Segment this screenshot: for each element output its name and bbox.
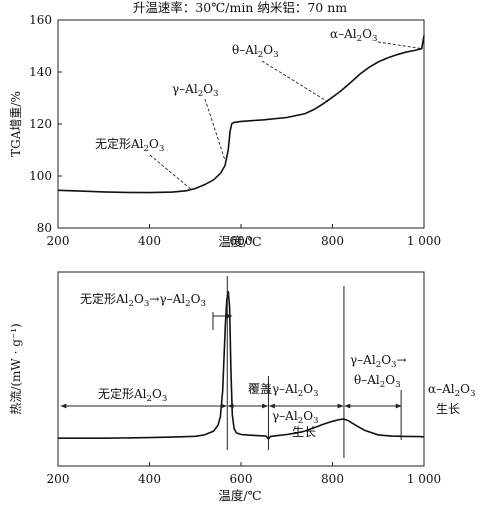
tga-annotation-label-part: 2 <box>198 89 204 99</box>
tga-annotation-label-part: 2 <box>144 144 150 154</box>
dsc-annotation-gamma-theta-part: 2 <box>376 360 382 370</box>
dsc-annotation-gamma-part: γ–Al <box>272 409 298 423</box>
x-tick-label-1: 400 <box>138 234 161 248</box>
dsc-annotation-alpha-part: 3 <box>470 389 476 399</box>
dsc-annotation-coverage: 覆盖γ–Al2O3 <box>248 382 319 399</box>
tga-annotation-label: α–Al2O3 <box>330 27 377 44</box>
dsc-annotation-gamma-part: O <box>303 409 313 423</box>
tga-annotation-label-part: 2 <box>357 34 363 44</box>
dsc-annotation-gamma-growth: 生长 <box>292 425 316 439</box>
x-axis-label-1: 温度/℃ <box>218 234 261 249</box>
dsc-annotation-coverage-part: O <box>303 382 313 396</box>
x-tick-label-1: 200 <box>47 234 70 248</box>
dsc-annotation-coverage-part: 3 <box>313 389 319 399</box>
tga-annotation-label-part: θ–Al <box>232 43 258 57</box>
dsc-annotation-transition-part: 2 <box>185 299 191 309</box>
x-tick-label-1: 1 000 <box>407 234 441 248</box>
dsc-annotation-theta-part: 2 <box>380 380 386 390</box>
y-tick-label-1: 80 <box>37 221 52 235</box>
y-tick-label-1: 100 <box>29 169 52 183</box>
tga-annotation-label-part: 无定形Al <box>95 136 144 151</box>
x-tick-label-2: 800 <box>321 472 344 486</box>
x-tick-label-2: 600 <box>230 472 253 486</box>
dsc-curve <box>58 290 425 441</box>
tga-annotation-leader <box>204 98 226 161</box>
dsc-annotation-transition-part: 2 <box>129 299 135 309</box>
x-axis-label-2: 温度/℃ <box>218 488 261 503</box>
tga-annotation-label: γ–Al2O3 <box>172 82 219 99</box>
chart-title: 升温速率：30℃/min 纳米铝：70 nm <box>133 0 347 15</box>
dsc-annotation-gamma-theta-part: 3 <box>391 360 397 370</box>
dsc-annotation-gamma-part: 2 <box>298 416 304 426</box>
x-tick-label-2: 200 <box>47 472 70 486</box>
tga-annotation-label-part: 3 <box>273 50 279 60</box>
x-tick-label-2: 1 000 <box>407 472 441 486</box>
x-tick-label-1: 800 <box>321 234 344 248</box>
tga-annotation-label-part: O <box>149 137 159 151</box>
dsc-annotation-gamma-theta-part: γ–Al <box>350 353 376 367</box>
tga-annotation-label-part: α–Al <box>330 27 357 41</box>
dsc-annotation-transition: 无定形Al2O3→γ–Al2O3 <box>80 291 206 309</box>
tga-curve <box>57 35 425 194</box>
dsc-annotation-transition-part: O <box>134 292 144 306</box>
dsc-annotation-alpha-part: 2 <box>455 389 461 399</box>
dsc-annotation-coverage-part: 2 <box>298 389 304 399</box>
dsc-annotation-amorphous-part: 无定形Al <box>98 386 147 401</box>
tga-annotation-label-part: 3 <box>372 34 378 44</box>
dsc-annotation-amorphous-part: 3 <box>162 394 168 404</box>
tga-annotation-label: θ–Al2O3 <box>232 43 279 60</box>
dsc-annotation-theta-part: θ–Al <box>354 373 380 387</box>
dsc-annotation-theta-part: O <box>385 373 395 387</box>
dsc-annotation-transition-part: 3 <box>200 299 206 309</box>
dsc-annotation-gamma-theta-part: O <box>381 353 391 367</box>
tga-annotation-leader <box>377 41 422 50</box>
y-axis-label-2: 热流/(mW · g⁻¹) <box>9 323 23 414</box>
dsc-annotation-alpha-part: α–Al <box>428 382 455 396</box>
y-tick-label-1: 120 <box>29 117 52 131</box>
tga-annotation-label-part: γ–Al <box>172 82 198 96</box>
dsc-annotation-transition-part: 无定形Al <box>80 291 129 306</box>
y-tick-label-1: 140 <box>29 65 52 79</box>
tga-annotation-label-part: 3 <box>159 144 165 154</box>
dsc-annotation-amorphous-part: 2 <box>147 394 153 404</box>
tga-annotation-label-part: O <box>362 27 372 41</box>
x-tick-label-2: 400 <box>138 472 161 486</box>
dsc-annotation-alpha-growth: 生长 <box>436 402 460 416</box>
dsc-annotation-gamma-part: 3 <box>313 416 319 426</box>
dsc-annotation-gamma-theta-part: → <box>397 353 407 367</box>
dsc-annotation-transition-part: →γ–Al <box>149 292 185 306</box>
tga-annotation-label-part: 3 <box>213 89 219 99</box>
tga-annotation-label-part: O <box>263 43 273 57</box>
tga-annotation-label-part: 2 <box>258 50 264 60</box>
dsc-annotation-alpha: α–Al2O3 <box>428 382 475 399</box>
y-tick-label-1: 160 <box>29 13 52 27</box>
dsc-annotation-alpha-part: O <box>460 382 470 396</box>
dsc-annotation-theta-part: 3 <box>395 380 401 390</box>
dsc-annotation-theta: θ–Al2O3 <box>354 373 401 390</box>
y-axis-label-1: TGA增重/% <box>9 91 23 157</box>
x-tick-label-1: 600 <box>230 234 253 248</box>
dsc-annotation-transition-part: 3 <box>144 299 150 309</box>
tga-annotation-label: 无定形Al2O3 <box>95 136 164 154</box>
tga-annotation-label-part: O <box>203 82 213 96</box>
dsc-annotation-transition-part: O <box>191 292 201 306</box>
tga-annotation-leader <box>261 60 329 103</box>
dsc-annotation-gamma-theta: γ–Al2O3→ <box>350 353 407 370</box>
dsc-annotation-gamma: γ–Al2O3 <box>272 409 319 426</box>
dsc-annotation-amorphous: 无定形Al2O3 <box>98 386 167 404</box>
tga-annotation-leader <box>149 154 191 190</box>
dsc-annotation-amorphous-part: O <box>152 387 162 401</box>
dsc-annotation-coverage-part: 覆盖γ–Al <box>248 382 298 396</box>
